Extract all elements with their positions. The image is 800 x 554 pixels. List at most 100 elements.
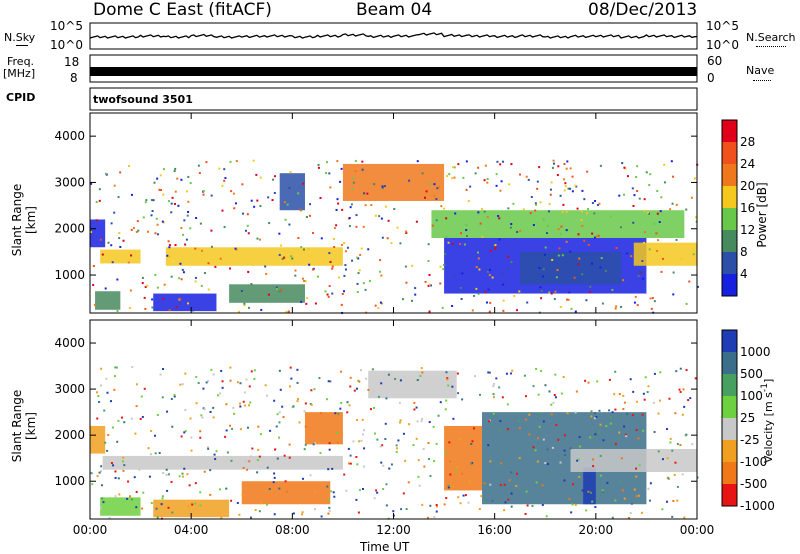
velocity-speckle — [637, 437, 640, 440]
power-speckle — [571, 175, 574, 178]
power-speckle — [454, 212, 457, 215]
power-speckle — [185, 238, 188, 241]
velocity-speckle — [156, 516, 159, 519]
power-speckle — [467, 200, 470, 203]
velocity-speckle — [468, 480, 471, 483]
power-speckle — [463, 243, 466, 246]
power-speckle — [111, 261, 114, 264]
power-speckle — [119, 245, 122, 248]
power-speckle — [645, 171, 648, 174]
velocity-speckle — [444, 451, 447, 454]
power-colorbar-tick: 8 — [740, 245, 748, 259]
power-speckle — [294, 269, 297, 272]
power-speckle — [604, 269, 607, 272]
velocity-speckle — [534, 449, 537, 452]
power-speckle — [670, 160, 673, 163]
power-colorbar-tick: 28 — [740, 135, 755, 149]
nsky-series-line — [89, 32, 698, 39]
power-speckle — [180, 178, 183, 181]
power-speckle — [285, 310, 288, 313]
velocity-speckle — [343, 473, 346, 476]
velocity-speckle — [659, 371, 662, 374]
power-speckle — [581, 224, 584, 227]
velocity-speckle — [219, 392, 222, 395]
velocity-speckle — [555, 423, 558, 426]
velocity-speckle — [507, 498, 510, 501]
power-speckle — [595, 235, 598, 238]
power-speckle — [641, 260, 644, 263]
velocity-speckle — [551, 446, 554, 449]
velocity-speckle — [367, 388, 370, 391]
velocity-speckle — [304, 443, 307, 446]
velocity-speckle — [492, 393, 495, 396]
velocity-speckle — [310, 403, 313, 406]
velocity-speckle — [587, 490, 590, 493]
velocity-speckle — [423, 465, 426, 468]
power-speckle — [356, 256, 359, 259]
velocity-speckle — [541, 503, 544, 506]
power-speckle — [161, 220, 164, 223]
velocity-speckle — [296, 368, 299, 371]
velocity-speckle — [209, 493, 212, 496]
power-speckle — [513, 263, 516, 266]
xtick-label: 08:00 — [275, 523, 310, 537]
velocity-speckle — [249, 455, 252, 458]
velocity-speckle — [685, 369, 688, 372]
velocity-speckle — [349, 462, 352, 465]
power-speckle — [649, 173, 652, 176]
velocity-speckle — [591, 500, 594, 503]
power-speckle — [486, 216, 489, 219]
velocity-speckle — [260, 502, 263, 505]
power-speckle — [273, 191, 276, 194]
velocity-speckle — [382, 464, 385, 467]
power-speckle — [502, 299, 505, 302]
velocity-speckle — [397, 439, 400, 442]
power-speckle — [180, 227, 183, 230]
nsearch-line-legend — [756, 46, 786, 47]
power-speckle — [325, 172, 328, 175]
velocity-speckle — [459, 438, 462, 441]
velocity-speckle — [384, 438, 387, 441]
velocity-speckle — [589, 436, 592, 439]
velocity-speckle — [373, 390, 376, 393]
power-speckle — [633, 301, 636, 304]
power-region-8 — [431, 210, 685, 238]
velocity-speckle — [506, 428, 509, 431]
velocity-speckle — [214, 458, 217, 461]
velocity-speckle — [181, 472, 184, 475]
power-region-0 — [90, 219, 106, 248]
velocity-speckle — [114, 476, 117, 479]
velocity-speckle — [189, 417, 192, 420]
power-speckle — [343, 241, 346, 244]
power-speckle — [401, 298, 404, 301]
power-speckle — [305, 302, 308, 305]
power-speckle — [431, 224, 434, 227]
velocity-speckle — [671, 515, 674, 518]
power-speckle — [544, 246, 547, 249]
velocity-speckle — [320, 515, 323, 518]
velocity-speckle — [199, 504, 202, 507]
power-speckle — [628, 252, 631, 255]
velocity-speckle — [133, 476, 136, 479]
power-speckle — [327, 295, 330, 298]
velocity-speckle — [413, 408, 416, 411]
velocity-speckle — [273, 448, 276, 451]
velocity-speckle — [433, 516, 436, 519]
power-speckle — [586, 170, 589, 173]
power-speckle — [252, 159, 255, 162]
power-speckle — [672, 271, 675, 274]
velocity-speckle — [96, 475, 99, 478]
power-speckle — [297, 192, 300, 195]
power-speckle — [300, 300, 303, 303]
velocity-speckle — [657, 412, 660, 415]
velocity-speckle — [371, 368, 374, 371]
velocity-speckle — [540, 369, 543, 372]
power-speckle — [344, 268, 347, 271]
velocity-speckle — [545, 515, 548, 518]
velocity-speckle — [611, 411, 614, 414]
velocity-speckle — [635, 475, 638, 478]
velocity-speckle — [518, 427, 521, 430]
velocity-speckle — [418, 484, 421, 487]
power-speckle — [499, 163, 502, 166]
velocity-speckle — [627, 516, 630, 519]
